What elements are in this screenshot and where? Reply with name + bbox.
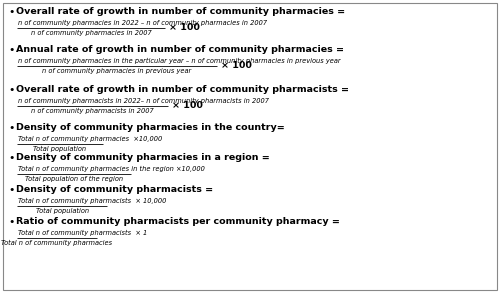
Text: Total population: Total population: [34, 146, 86, 151]
Text: × 100: × 100: [172, 101, 202, 110]
Text: •: •: [8, 7, 14, 17]
Text: Overall rate of growth in number of community pharmacies =: Overall rate of growth in number of comm…: [16, 7, 345, 16]
Text: •: •: [8, 217, 14, 227]
Text: × 100: × 100: [170, 23, 200, 33]
Text: Total n of community pharmacists  × 10,000: Total n of community pharmacists × 10,00…: [18, 198, 167, 204]
Text: n of community pharmacies in previous year: n of community pharmacies in previous ye…: [42, 67, 192, 74]
Text: Annual rate of growth in number of community pharmacies =: Annual rate of growth in number of commu…: [16, 45, 344, 54]
Text: × 100: × 100: [221, 62, 252, 71]
Text: Density of community pharmacies in a region =: Density of community pharmacies in a reg…: [16, 153, 270, 162]
Text: Overall rate of growth in number of community pharmacists =: Overall rate of growth in number of comm…: [16, 85, 349, 94]
Text: n of community pharmacies in 2007: n of community pharmacies in 2007: [31, 30, 152, 36]
Text: Total n of community pharmacists  × 1: Total n of community pharmacists × 1: [18, 230, 147, 236]
Text: Total n of community pharmacies in the region ×10,000: Total n of community pharmacies in the r…: [18, 166, 205, 172]
Text: n of community pharmacies in the particular year – n of community pharmacies in : n of community pharmacies in the particu…: [18, 58, 340, 64]
Text: Density of community pharmacists =: Density of community pharmacists =: [16, 185, 213, 194]
Text: n of community pharmacists in 2007: n of community pharmacists in 2007: [31, 108, 154, 114]
Text: Total n of community pharmacies  ×10,000: Total n of community pharmacies ×10,000: [18, 136, 162, 142]
Text: Total population: Total population: [36, 207, 88, 214]
Text: n of community pharmacists in 2022– n of community pharmacists in 2007: n of community pharmacists in 2022– n of…: [18, 98, 269, 104]
Text: •: •: [8, 185, 14, 195]
Text: Ratio of community pharmacists per community pharmacy =: Ratio of community pharmacists per commu…: [16, 217, 340, 226]
Text: Total n of community pharmacies: Total n of community pharmacies: [1, 239, 112, 246]
Text: Density of community pharmacies in the country=: Density of community pharmacies in the c…: [16, 123, 285, 132]
Text: •: •: [8, 45, 14, 55]
Text: •: •: [8, 123, 14, 133]
Text: n of community pharmacies in 2022 – n of community pharmacies in 2007: n of community pharmacies in 2022 – n of…: [18, 20, 267, 26]
Text: Total population of the region: Total population of the region: [25, 176, 123, 182]
Text: •: •: [8, 153, 14, 163]
Text: •: •: [8, 85, 14, 95]
